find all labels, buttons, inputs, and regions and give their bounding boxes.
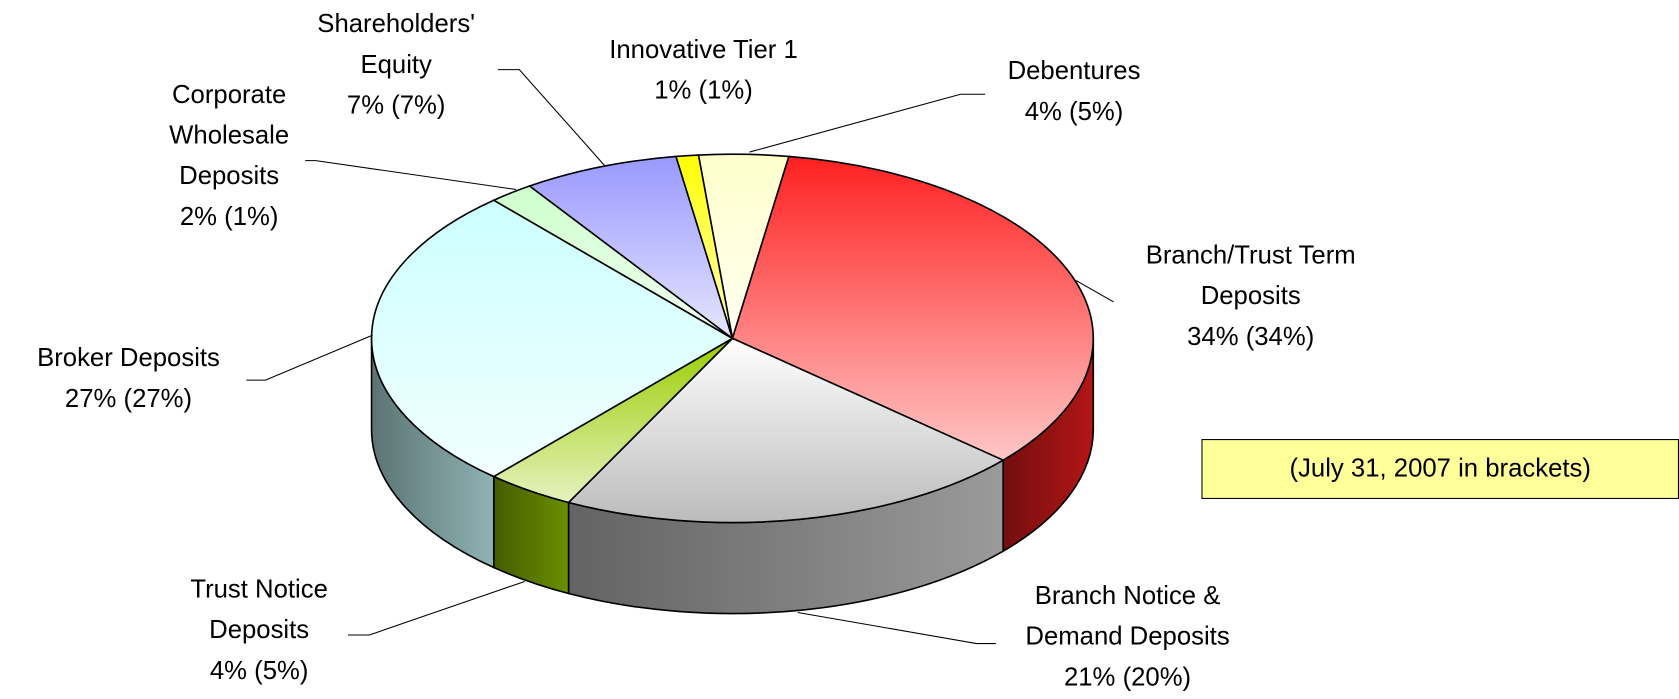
value-line: 1% (1%)	[575, 71, 832, 112]
prior-value-label: (20%)	[1122, 662, 1192, 692]
category-name: Corporate Wholesale Deposits	[169, 80, 290, 191]
slice-label: Branch Notice & Demand Deposits 21% (20%)	[983, 576, 1272, 698]
leader-line	[749, 93, 986, 153]
category-name: Broker Deposits	[37, 343, 220, 373]
value-label: 1%	[654, 76, 692, 105]
value-label: 4%	[209, 656, 248, 686]
prior-value-label: (34%)	[1245, 322, 1315, 352]
slice-label: Shareholders' Equity 7% (7%)	[289, 4, 503, 126]
value-label: 21%	[1063, 662, 1116, 692]
value-label: 4%	[1024, 97, 1062, 127]
value-line: 34% (34%)	[1106, 317, 1395, 358]
prior-value-label: (1%)	[698, 76, 753, 105]
value-line: 2% (1%)	[138, 197, 320, 238]
leader-line	[246, 334, 373, 381]
category-name: Innovative Tier 1	[609, 35, 798, 65]
leader-line	[348, 580, 525, 636]
value-line: 7% (7%)	[289, 86, 503, 127]
value-line: 27% (27%)	[0, 379, 257, 420]
value-label: 34%	[1187, 322, 1239, 352]
category-name: Branch Notice & Demand Deposits	[1025, 581, 1230, 652]
slice	[731, 155, 1095, 462]
leader-line	[797, 611, 996, 645]
leader-line	[497, 69, 606, 167]
value-line: 4% (5%)	[163, 651, 356, 692]
slice-label: Innovative Tier 1 1% (1%)	[575, 30, 832, 111]
leader-line	[305, 160, 517, 191]
slice	[527, 155, 734, 341]
prior-value-label: (27%)	[123, 384, 193, 414]
category-name: Trust Notice Deposits	[190, 575, 328, 645]
annotation: (July 31, 2007 in brackets)	[1201, 439, 1679, 499]
value-label: 27%	[64, 384, 117, 414]
value-line: 4% (5%)	[956, 92, 1192, 133]
slice-label: Debentures 4% (5%)	[956, 51, 1192, 132]
prior-value-label: (7%)	[391, 91, 446, 120]
category-name: Shareholders' Equity	[317, 9, 476, 80]
slice-label: Corporate Wholesale Deposits 2% (1%)	[138, 75, 320, 238]
value-label: 2%	[179, 202, 218, 232]
category-name: Debentures	[1007, 56, 1141, 86]
leader-line	[1075, 280, 1114, 303]
slice	[567, 337, 1005, 524]
slice	[370, 199, 735, 478]
slice-label: Broker Deposits 27% (27%)	[0, 338, 257, 419]
slice-label: Trust Notice Deposits 4% (5%)	[163, 570, 356, 692]
value-label: 7%	[346, 91, 385, 120]
value-line: 21% (20%)	[983, 657, 1272, 698]
prior-value-label: (1%)	[224, 202, 279, 232]
slice	[674, 154, 734, 339]
prior-value-label: (5%)	[254, 656, 309, 686]
category-name: Branch/Trust Term Deposits	[1145, 240, 1356, 311]
slice-label: Branch/Trust Term Deposits 34% (34%)	[1106, 236, 1395, 358]
prior-value-label: (5%)	[1069, 97, 1124, 127]
